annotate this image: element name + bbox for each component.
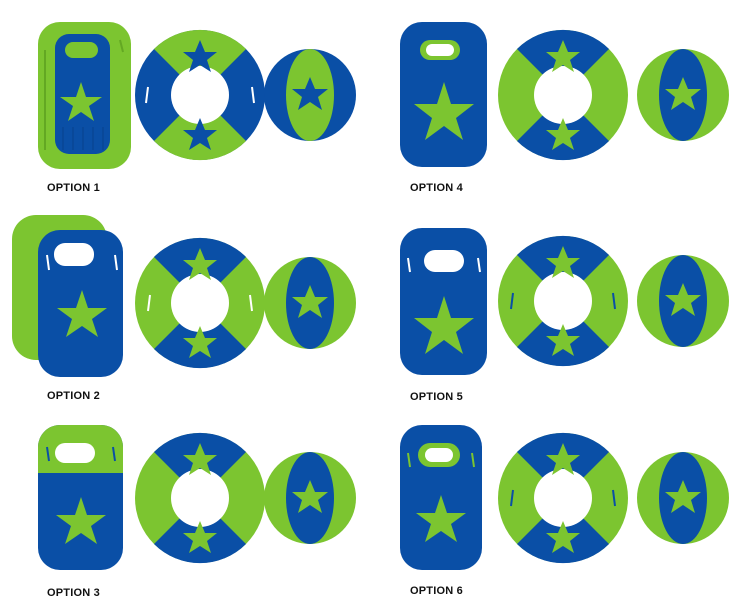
option-4-swim-ring xyxy=(498,29,628,161)
star-icon xyxy=(546,521,580,553)
option-6: OPTION 6 xyxy=(400,425,729,610)
option-2: OPTION 2 xyxy=(12,215,356,402)
option-3-kickboard xyxy=(38,425,123,570)
star-icon xyxy=(665,283,701,316)
star-icon xyxy=(292,480,328,513)
option-6-beach-ball xyxy=(637,452,729,544)
star-icon xyxy=(546,118,580,150)
star-icon xyxy=(183,118,217,150)
option-1-swim-ring xyxy=(135,29,265,161)
option-1-beach-ball xyxy=(264,49,356,141)
star-icon xyxy=(183,248,217,280)
option-5-products xyxy=(400,228,729,375)
option-5-beach-ball xyxy=(637,255,729,347)
star-icon xyxy=(414,296,474,354)
option-5-label: OPTION 5 xyxy=(410,391,463,403)
option-4: OPTION 4 xyxy=(400,22,729,207)
option-1-products xyxy=(38,22,356,169)
star-icon xyxy=(183,40,217,72)
star-icon xyxy=(665,77,701,110)
star-icon xyxy=(56,497,106,544)
option-4-products xyxy=(400,22,729,167)
option-4-kickboard xyxy=(400,22,487,167)
star-icon xyxy=(60,82,102,121)
star-icon xyxy=(416,495,466,542)
option-2-products xyxy=(12,215,356,377)
option-5-kickboard xyxy=(400,228,487,375)
option-3: OPTION 3 xyxy=(35,425,356,610)
star-icon xyxy=(546,246,580,278)
option-3-swim-ring xyxy=(135,432,265,564)
option-6-kickboard xyxy=(400,425,482,570)
star-icon xyxy=(57,290,107,337)
star-icon xyxy=(665,480,701,513)
option-1: OPTION 1 xyxy=(35,22,356,207)
option-6-products xyxy=(400,425,729,570)
option-2-swim-ring xyxy=(135,237,265,369)
option-4-beach-ball xyxy=(637,49,729,141)
star-icon xyxy=(414,82,474,140)
option-3-products xyxy=(38,425,356,570)
option-2-kickboard xyxy=(12,215,123,377)
option-1-label: OPTION 1 xyxy=(47,182,100,194)
option-1-kickboard xyxy=(38,22,131,169)
star-icon xyxy=(292,77,328,110)
star-icon xyxy=(546,443,580,475)
option-2-label: OPTION 2 xyxy=(47,390,100,402)
option-6-label: OPTION 6 xyxy=(410,585,463,597)
option-3-label: OPTION 3 xyxy=(47,587,100,599)
star-icon xyxy=(292,285,328,318)
star-icon xyxy=(183,326,217,358)
option-4-label: OPTION 4 xyxy=(410,182,463,194)
option-2-beach-ball xyxy=(264,257,356,349)
star-icon xyxy=(546,324,580,356)
star-icon xyxy=(183,521,217,553)
star-icon xyxy=(546,40,580,72)
star-icon xyxy=(183,443,217,475)
option-5-swim-ring xyxy=(498,235,628,367)
option-5: OPTION 5 xyxy=(400,228,729,413)
option-6-swim-ring xyxy=(498,432,628,564)
option-3-beach-ball xyxy=(264,452,356,544)
